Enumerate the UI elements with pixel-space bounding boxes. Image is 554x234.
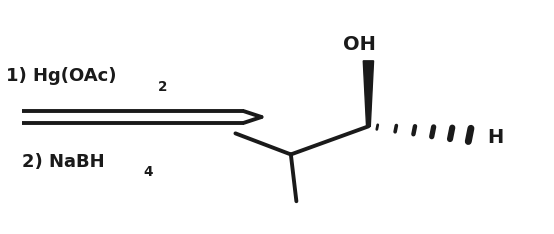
Text: 4: 4: [143, 165, 152, 179]
Text: 2: 2: [158, 80, 167, 94]
Text: 2) NaBH: 2) NaBH: [22, 153, 105, 171]
Polygon shape: [363, 61, 373, 126]
Text: H: H: [488, 128, 504, 147]
Text: OH: OH: [343, 35, 376, 54]
Text: 1) Hg(OAc): 1) Hg(OAc): [6, 67, 116, 85]
